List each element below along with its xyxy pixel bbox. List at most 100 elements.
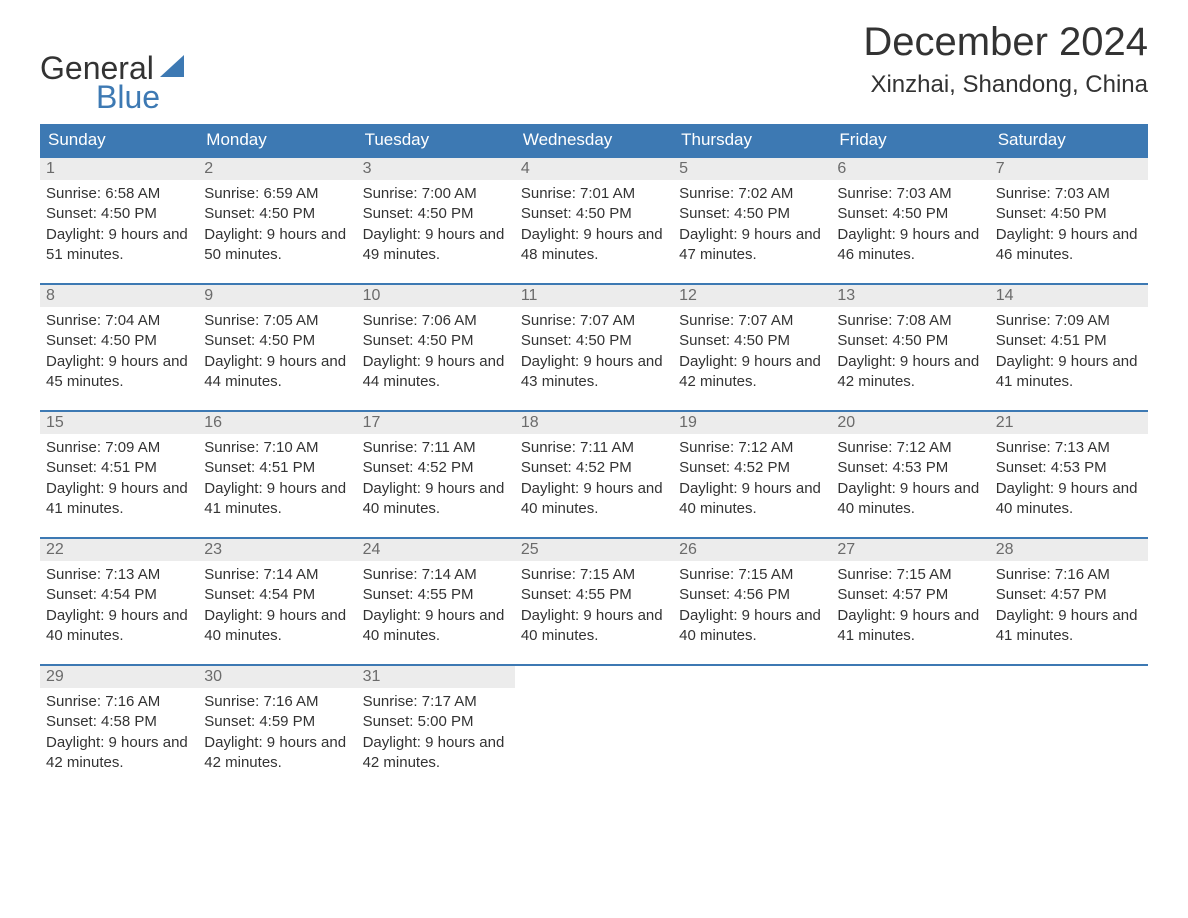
sunset-line: Sunset: 5:00 PM [363,712,509,732]
day-number: 12 [673,284,831,307]
sunrise-line: Sunrise: 7:13 AM [46,565,192,585]
weekday-header: Sunday [40,124,198,157]
day-detail: Sunrise: 7:16 AMSunset: 4:57 PMDaylight:… [990,561,1148,665]
daylight-line: Daylight: 9 hours and 41 minutes. [837,606,983,647]
day-number: 9 [198,284,356,307]
day-detail: Sunrise: 7:13 AMSunset: 4:54 PMDaylight:… [40,561,198,665]
weekday-header: Friday [831,124,989,157]
day-number: 1 [40,157,198,180]
day-number: 17 [357,411,515,434]
day-number: 30 [198,665,356,688]
day-detail: Sunrise: 7:16 AMSunset: 4:58 PMDaylight:… [40,688,198,791]
daylight-line: Daylight: 9 hours and 40 minutes. [996,479,1142,520]
sunset-line: Sunset: 4:50 PM [363,331,509,351]
sunset-line: Sunset: 4:57 PM [837,585,983,605]
sunrise-line: Sunrise: 7:10 AM [204,438,350,458]
daylight-line: Daylight: 9 hours and 40 minutes. [679,479,825,520]
sunrise-line: Sunrise: 7:11 AM [521,438,667,458]
day-detail: Sunrise: 7:10 AMSunset: 4:51 PMDaylight:… [198,434,356,538]
calendar-table: Sunday Monday Tuesday Wednesday Thursday… [40,124,1148,791]
sunset-line: Sunset: 4:50 PM [204,331,350,351]
empty-cell [990,688,1148,791]
sunset-line: Sunset: 4:50 PM [46,331,192,351]
sunset-line: Sunset: 4:57 PM [996,585,1142,605]
sunset-line: Sunset: 4:50 PM [837,331,983,351]
day-number: 22 [40,538,198,561]
sunset-line: Sunset: 4:50 PM [204,204,350,224]
week-detail-row: Sunrise: 7:09 AMSunset: 4:51 PMDaylight:… [40,434,1148,538]
daylight-line: Daylight: 9 hours and 45 minutes. [46,352,192,393]
daylight-line: Daylight: 9 hours and 46 minutes. [996,225,1142,266]
day-number: 19 [673,411,831,434]
daylight-line: Daylight: 9 hours and 47 minutes. [679,225,825,266]
sunset-line: Sunset: 4:59 PM [204,712,350,732]
day-number: 13 [831,284,989,307]
day-number: 20 [831,411,989,434]
sunset-line: Sunset: 4:51 PM [204,458,350,478]
title-block: December 2024 Xinzhai, Shandong, China [863,20,1148,99]
sunset-line: Sunset: 4:52 PM [521,458,667,478]
day-detail: Sunrise: 7:07 AMSunset: 4:50 PMDaylight:… [673,307,831,411]
sunrise-line: Sunrise: 7:01 AM [521,184,667,204]
weekday-header: Thursday [673,124,831,157]
empty-cell [673,665,831,688]
sunset-line: Sunset: 4:51 PM [996,331,1142,351]
daylight-line: Daylight: 9 hours and 40 minutes. [363,606,509,647]
sunset-line: Sunset: 4:50 PM [521,331,667,351]
sunrise-line: Sunrise: 7:13 AM [996,438,1142,458]
sunrise-line: Sunrise: 7:08 AM [837,311,983,331]
day-number: 15 [40,411,198,434]
sunrise-line: Sunrise: 7:04 AM [46,311,192,331]
day-number: 28 [990,538,1148,561]
week-daynum-row: 15161718192021 [40,411,1148,434]
sunset-line: Sunset: 4:55 PM [521,585,667,605]
daylight-line: Daylight: 9 hours and 42 minutes. [363,733,509,774]
day-detail: Sunrise: 7:00 AMSunset: 4:50 PMDaylight:… [357,180,515,284]
day-number: 29 [40,665,198,688]
day-number: 18 [515,411,673,434]
day-number: 8 [40,284,198,307]
empty-cell [515,665,673,688]
location-subtitle: Xinzhai, Shandong, China [863,71,1148,99]
day-number: 25 [515,538,673,561]
daylight-line: Daylight: 9 hours and 40 minutes. [521,606,667,647]
week-daynum-row: 293031 [40,665,1148,688]
sunrise-line: Sunrise: 7:14 AM [363,565,509,585]
weekday-header-row: Sunday Monday Tuesday Wednesday Thursday… [40,124,1148,157]
day-detail: Sunrise: 7:13 AMSunset: 4:53 PMDaylight:… [990,434,1148,538]
daylight-line: Daylight: 9 hours and 44 minutes. [363,352,509,393]
daylight-line: Daylight: 9 hours and 51 minutes. [46,225,192,266]
logo: General Blue [40,50,184,116]
week-daynum-row: 22232425262728 [40,538,1148,561]
sunrise-line: Sunrise: 7:15 AM [837,565,983,585]
day-detail: Sunrise: 7:08 AMSunset: 4:50 PMDaylight:… [831,307,989,411]
day-detail: Sunrise: 7:03 AMSunset: 4:50 PMDaylight:… [831,180,989,284]
day-detail: Sunrise: 7:01 AMSunset: 4:50 PMDaylight:… [515,180,673,284]
day-number: 11 [515,284,673,307]
sunrise-line: Sunrise: 6:59 AM [204,184,350,204]
day-detail: Sunrise: 7:09 AMSunset: 4:51 PMDaylight:… [990,307,1148,411]
sunrise-line: Sunrise: 7:03 AM [837,184,983,204]
daylight-line: Daylight: 9 hours and 46 minutes. [837,225,983,266]
daylight-line: Daylight: 9 hours and 42 minutes. [46,733,192,774]
day-detail: Sunrise: 6:58 AMSunset: 4:50 PMDaylight:… [40,180,198,284]
daylight-line: Daylight: 9 hours and 42 minutes. [204,733,350,774]
sunrise-line: Sunrise: 7:16 AM [996,565,1142,585]
sunset-line: Sunset: 4:50 PM [363,204,509,224]
sunrise-line: Sunrise: 7:12 AM [837,438,983,458]
sunrise-line: Sunrise: 7:15 AM [679,565,825,585]
sunrise-line: Sunrise: 7:16 AM [204,692,350,712]
day-detail: Sunrise: 7:07 AMSunset: 4:50 PMDaylight:… [515,307,673,411]
sunset-line: Sunset: 4:50 PM [679,204,825,224]
daylight-line: Daylight: 9 hours and 41 minutes. [204,479,350,520]
sunset-line: Sunset: 4:51 PM [46,458,192,478]
daylight-line: Daylight: 9 hours and 41 minutes. [46,479,192,520]
sunset-line: Sunset: 4:52 PM [679,458,825,478]
sunrise-line: Sunrise: 7:09 AM [46,438,192,458]
sunrise-line: Sunrise: 7:03 AM [996,184,1142,204]
sunrise-line: Sunrise: 7:00 AM [363,184,509,204]
week-detail-row: Sunrise: 7:13 AMSunset: 4:54 PMDaylight:… [40,561,1148,665]
daylight-line: Daylight: 9 hours and 42 minutes. [837,352,983,393]
daylight-line: Daylight: 9 hours and 48 minutes. [521,225,667,266]
day-number: 24 [357,538,515,561]
